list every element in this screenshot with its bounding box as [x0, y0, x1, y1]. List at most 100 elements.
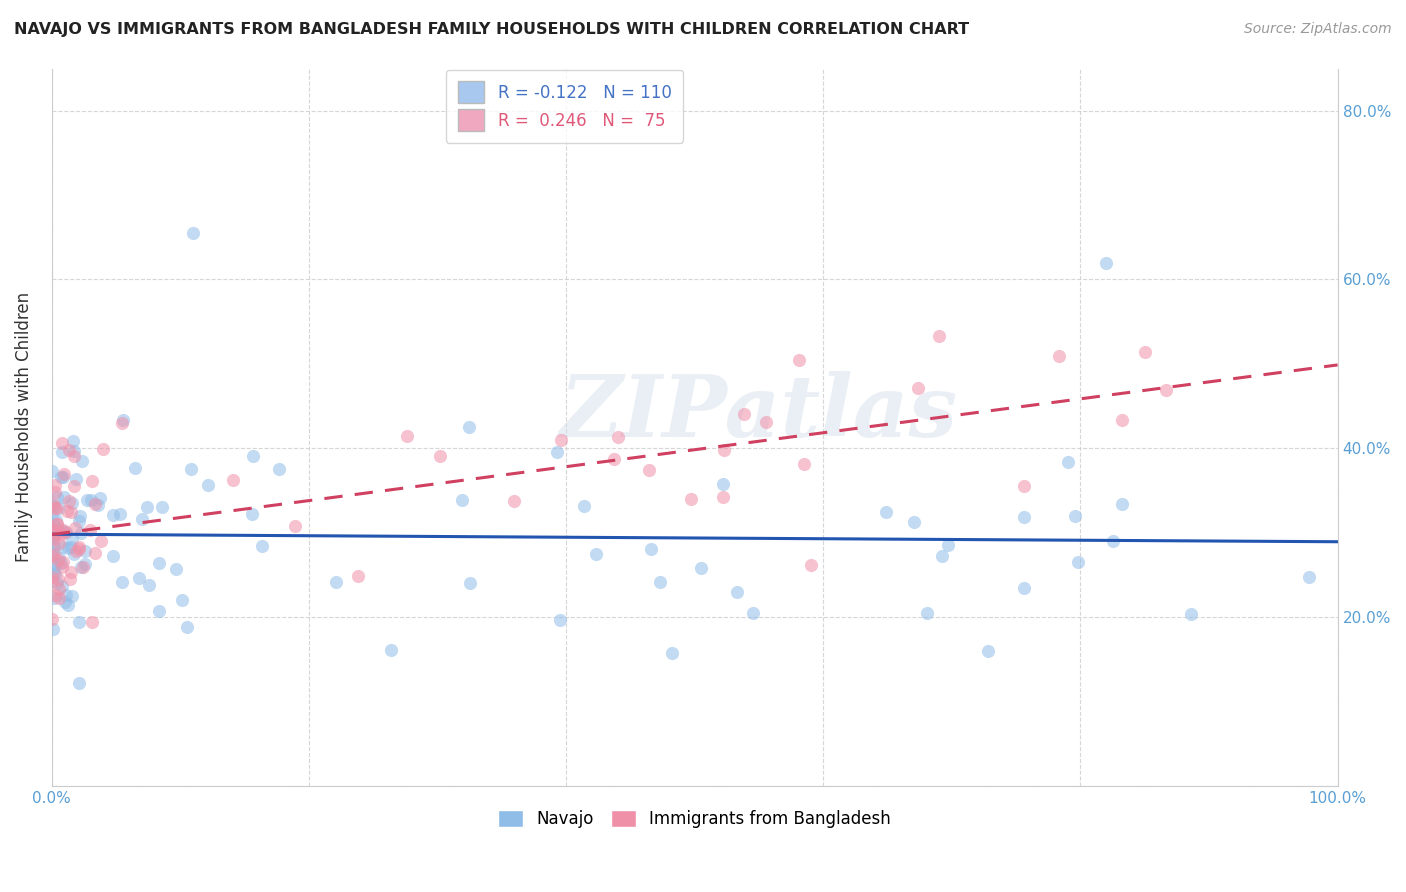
Point [58, 494, 80, 508]
Point [44, 518, 66, 533]
Point [49, 556, 72, 570]
Point [56, 598, 79, 612]
Point [67, 541, 90, 555]
Point [41, 574, 63, 588]
Point [82, 615, 104, 629]
Point [148, 604, 170, 618]
Point [53, 525, 76, 540]
Point [572, 499, 595, 513]
Point [429, 449, 451, 463]
Point [41, 522, 63, 536]
Point [49, 470, 72, 484]
Point [51, 435, 73, 450]
Point [42, 622, 65, 636]
Point [44, 484, 66, 499]
Point [1064, 508, 1087, 523]
Point [52, 470, 75, 484]
Point [82, 475, 104, 489]
Point [45, 513, 67, 527]
Point [44, 532, 66, 546]
Point [70, 560, 93, 574]
Point [1047, 349, 1070, 363]
Point [458, 576, 481, 591]
Point [41, 508, 63, 523]
Point [56, 541, 79, 556]
Point [284, 519, 307, 533]
Point [661, 646, 683, 660]
Point [928, 329, 950, 343]
Point [48, 535, 70, 549]
Point [89, 491, 111, 505]
Point [62, 478, 84, 492]
Point [86, 498, 108, 512]
Point [67, 514, 90, 528]
Point [41, 570, 63, 584]
Point [111, 413, 134, 427]
Point [138, 578, 160, 592]
Point [172, 592, 194, 607]
Point [1111, 413, 1133, 427]
Point [108, 507, 131, 521]
Point [60, 532, 83, 546]
Point [103, 549, 125, 563]
Point [451, 492, 474, 507]
Point [45, 576, 67, 591]
Point [222, 473, 245, 487]
Point [42, 497, 65, 511]
Text: NAVAJO VS IMMIGRANTS FROM BANGLADESH FAMILY HOUSEHOLDS WITH CHILDREN CORRELATION: NAVAJO VS IMMIGRANTS FROM BANGLADESH FAM… [14, 22, 969, 37]
Point [53, 490, 76, 504]
Point [44, 501, 66, 516]
Point [648, 574, 671, 589]
Point [546, 445, 568, 459]
Point [55, 525, 77, 540]
Point [90, 534, 112, 549]
Point [44, 525, 66, 540]
Point [907, 381, 929, 395]
Point [181, 226, 204, 240]
Point [70, 453, 93, 467]
Point [44, 557, 66, 571]
Point [44, 561, 66, 575]
Point [42, 499, 65, 513]
Point [44, 588, 66, 602]
Text: Source: ZipAtlas.com: Source: ZipAtlas.com [1244, 22, 1392, 37]
Point [67, 676, 90, 690]
Point [73, 558, 96, 572]
Point [396, 429, 419, 443]
Point [41, 526, 63, 541]
Point [63, 548, 86, 562]
Point [242, 507, 264, 521]
Point [176, 620, 198, 634]
Point [52, 467, 75, 482]
Point [725, 585, 748, 599]
Point [1298, 570, 1320, 584]
Point [1180, 607, 1202, 621]
Y-axis label: Family Households with Children: Family Households with Children [15, 292, 32, 562]
Point [1154, 383, 1177, 397]
Point [51, 579, 73, 593]
Legend: Navajo, Immigrants from Bangladesh: Navajo, Immigrants from Bangladesh [492, 804, 897, 835]
Point [733, 407, 755, 421]
Point [325, 574, 347, 589]
Point [42, 530, 65, 544]
Point [150, 500, 173, 514]
Point [242, 450, 264, 464]
Point [60, 496, 83, 510]
Point [65, 544, 87, 558]
Point [41, 612, 63, 626]
Point [70, 525, 93, 540]
Point [638, 463, 661, 477]
Point [603, 451, 626, 466]
Point [93, 442, 115, 456]
Point [742, 607, 765, 621]
Point [136, 500, 159, 514]
Point [45, 500, 67, 515]
Point [1101, 533, 1123, 548]
Point [1012, 509, 1035, 524]
Point [585, 547, 607, 561]
Text: ZIPatlas: ZIPatlas [560, 371, 957, 455]
Point [48, 500, 70, 515]
Point [197, 478, 219, 492]
Point [1067, 555, 1090, 569]
Point [51, 445, 73, 459]
